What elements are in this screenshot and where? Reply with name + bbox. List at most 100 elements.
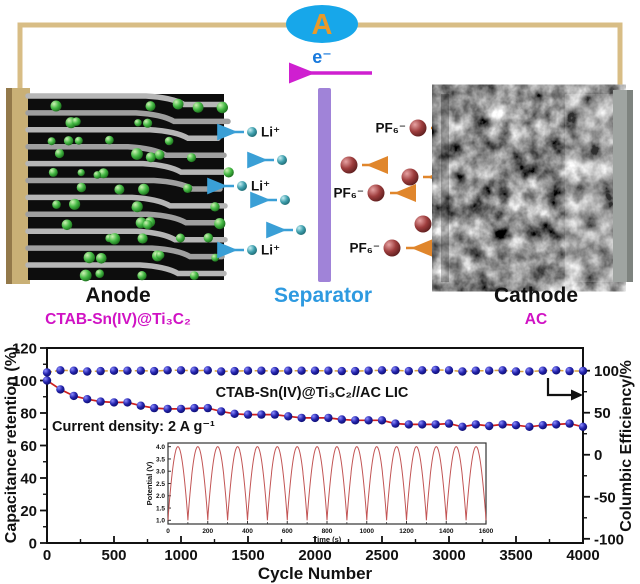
sn-particle xyxy=(137,233,148,244)
cycling-performance-chart: 0 500 1000 1500 2000 2500 3000 3500 400002040608… xyxy=(3,341,635,584)
data-point-marker xyxy=(243,366,253,375)
mxene-sheet xyxy=(25,245,225,260)
sn-particle xyxy=(154,149,165,160)
sn-particle xyxy=(143,220,153,230)
data-point-marker xyxy=(56,385,65,394)
data-point-marker xyxy=(485,366,494,375)
sn-particle xyxy=(138,183,150,195)
inset-x-tick-label: 400 xyxy=(242,528,253,535)
data-point-marker xyxy=(337,366,346,376)
data-point-marker xyxy=(96,397,105,406)
inset-x-tick-label: 800 xyxy=(322,528,333,535)
sn-particle xyxy=(50,100,62,112)
data-point-marker xyxy=(511,367,521,376)
inset-y-tick-label: 3.0 xyxy=(156,469,165,476)
activated-carbon-texture xyxy=(441,94,617,282)
current-density-annotation: Current density: 2 A g⁻¹ xyxy=(52,419,215,435)
data-point-marker xyxy=(351,366,360,376)
inset-x-tick-label: 1200 xyxy=(399,528,414,535)
sn-particle xyxy=(108,233,121,245)
data-point-marker xyxy=(324,366,333,375)
data-point-marker xyxy=(471,420,480,429)
data-point-marker xyxy=(163,404,172,414)
li-ion-sphere xyxy=(237,181,247,191)
y-left-tick-label: 120 xyxy=(12,341,37,358)
data-point-marker xyxy=(418,366,427,375)
data-point-marker xyxy=(431,420,440,429)
sn-particle xyxy=(175,233,185,243)
li-ion-sphere xyxy=(296,225,306,235)
retention-series xyxy=(42,376,588,431)
sn-particle xyxy=(192,101,204,113)
data-point-marker xyxy=(284,366,293,375)
li-ion-label: Li⁺ xyxy=(261,243,280,258)
data-point-marker xyxy=(310,413,320,423)
sn-particle xyxy=(95,269,104,279)
x-tick-label: 4000 xyxy=(566,547,599,564)
sn-particle xyxy=(145,152,156,163)
sn-particle xyxy=(145,101,156,112)
pf6-ion-label: PF₆⁻ xyxy=(375,121,406,136)
sn-particle xyxy=(214,218,226,230)
inset-y-tick-label: 1.5 xyxy=(156,505,165,512)
inset-y-tick-label: 1.0 xyxy=(156,518,165,525)
y-right-tick-label: -50 xyxy=(594,489,616,506)
data-point-marker xyxy=(404,420,413,429)
sn-particle xyxy=(93,171,102,179)
pf6-ion-label: PF₆⁻ xyxy=(349,241,380,256)
inset-x-tick-label: 1600 xyxy=(479,528,494,535)
anode-material: CTAB-Sn(IV)@Ti₃C₂ xyxy=(45,311,191,328)
data-point-marker xyxy=(391,366,400,375)
y-left-tick-label: 80 xyxy=(20,406,37,423)
pf6-ion-sphere xyxy=(367,184,385,202)
sn-particle xyxy=(131,201,143,213)
potential-waveform xyxy=(167,446,487,521)
data-point-marker xyxy=(176,366,186,375)
data-point-marker xyxy=(217,367,226,376)
data-point-marker xyxy=(69,391,79,401)
data-point-marker xyxy=(337,415,346,424)
y-left-tick-label: 0 xyxy=(29,536,37,553)
anode-current-collector xyxy=(6,88,30,284)
sn-particle xyxy=(223,167,234,178)
data-point-marker xyxy=(150,366,159,376)
mxene-sheet xyxy=(25,228,228,243)
inset-y-axis-title: Potential (V) xyxy=(145,461,154,505)
data-point-marker xyxy=(431,365,440,375)
data-point-marker xyxy=(444,419,454,428)
data-point-marker xyxy=(109,366,119,375)
x-tick-label: 3000 xyxy=(432,547,465,564)
pf6-ion-sphere xyxy=(401,168,419,186)
sn-particle xyxy=(164,136,174,146)
sn-particle xyxy=(216,101,228,114)
inset-x-tick-label: 1400 xyxy=(439,528,454,535)
right-axis-title: Columbic Efficiency/% xyxy=(618,360,635,532)
x-tick-label: 2500 xyxy=(365,547,398,564)
sn-particle xyxy=(98,168,109,179)
y-left-tick-label: 40 xyxy=(20,471,37,488)
mxene-sheet xyxy=(25,127,221,142)
data-point-marker xyxy=(565,366,574,376)
sn-particle xyxy=(211,253,220,262)
mxene-sheet xyxy=(25,211,225,226)
mxene-sheet xyxy=(25,160,228,175)
data-point-marker xyxy=(498,366,507,375)
anode-mxene-layers xyxy=(25,93,231,277)
data-point-marker xyxy=(511,421,521,430)
data-point-marker xyxy=(297,413,306,423)
y-right-tick-label: 100 xyxy=(594,363,619,380)
x-tick-label: 1500 xyxy=(231,547,264,564)
ammeter-letter: A xyxy=(312,9,333,41)
data-point-marker xyxy=(284,412,293,421)
ammeter-symbol xyxy=(286,5,358,43)
inset-y-tick-label: 3.5 xyxy=(156,456,165,463)
inset-x-tick-label: 200 xyxy=(202,528,213,535)
data-point-marker xyxy=(203,366,212,375)
separator-title: Separator xyxy=(274,284,372,307)
electron-label: e⁻ xyxy=(312,47,332,67)
sn-particle xyxy=(54,148,65,159)
y-left-tick-label: 60 xyxy=(20,438,37,455)
sn-particle xyxy=(172,98,184,110)
data-point-marker xyxy=(391,419,400,428)
